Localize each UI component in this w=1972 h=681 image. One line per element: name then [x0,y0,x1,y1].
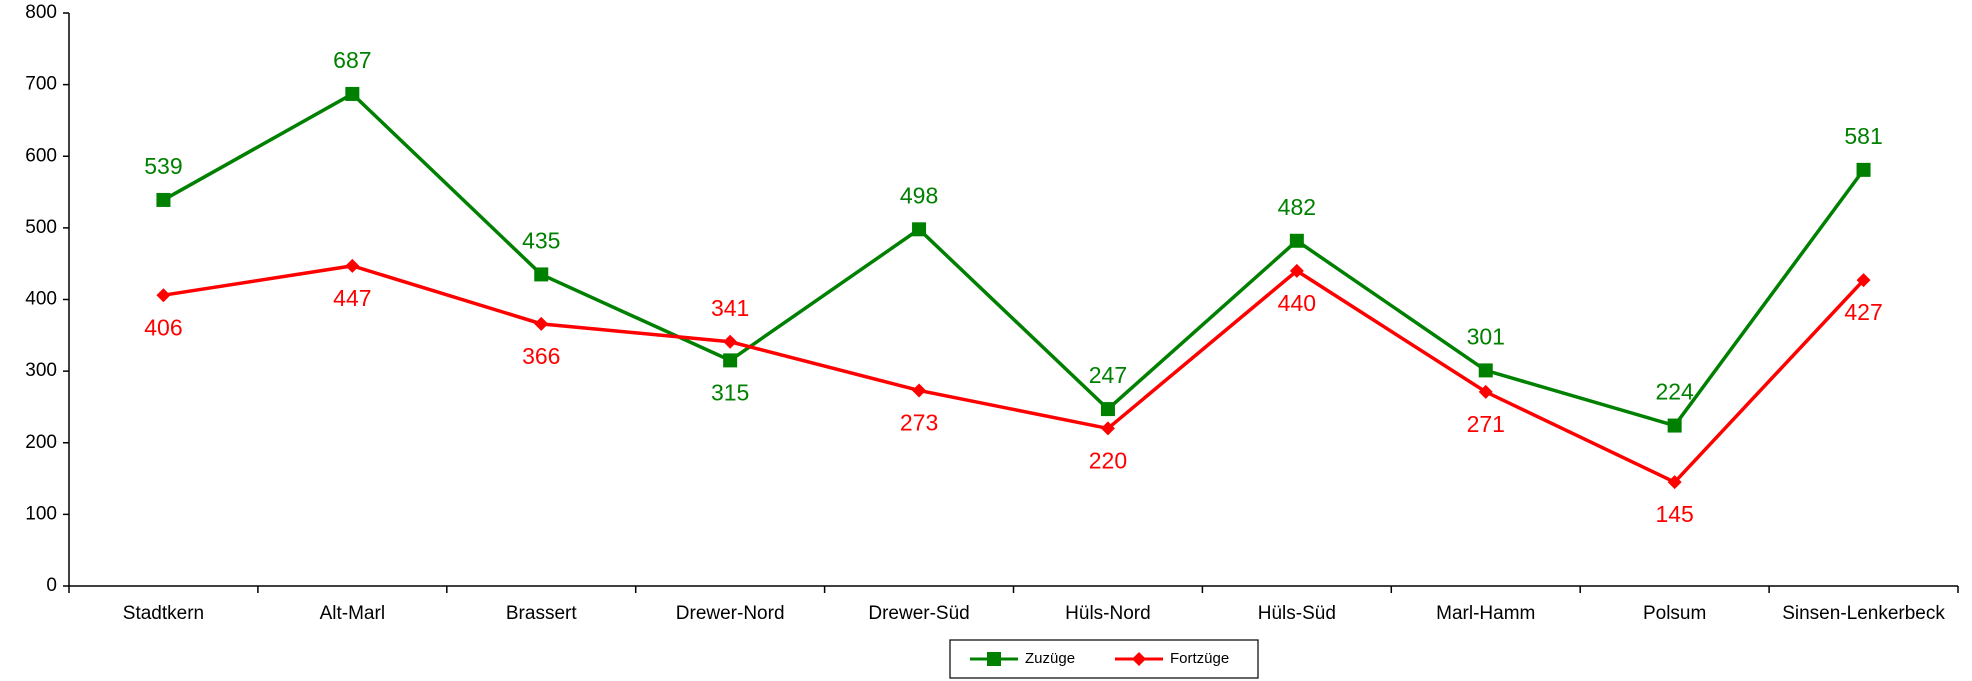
legend: Zuzüge Fortzüge [949,639,1259,679]
data-label: 271 [1467,411,1505,437]
line-series [163,264,1865,485]
legend-label: Zuzüge [1025,650,1075,667]
data-label: 482 [1278,194,1316,220]
data-label: 247 [1089,362,1127,388]
marker [1667,418,1682,433]
marker [912,383,927,398]
data-label: 315 [711,379,749,405]
marker [987,652,1001,666]
marker [1289,233,1304,248]
marker [723,353,738,368]
y-tick-label: 200 [25,432,57,453]
x-tick-label: Alt-Marl [320,603,385,624]
data-label: 145 [1655,501,1693,527]
x-tick-label: Drewer-Süd [868,603,969,624]
marker [1100,421,1115,436]
data-label: 498 [900,182,938,208]
marker [1289,263,1304,278]
y-tick-label: 100 [25,503,57,524]
legend-label: Fortzüge [1170,650,1229,667]
marker [912,222,927,237]
y-tick-label: 800 [25,2,57,23]
x-tick-label: Polsum [1643,603,1706,624]
marker [156,192,171,207]
y-tick-label: 0 [46,575,57,596]
marker [345,258,360,273]
data-label: 366 [522,343,560,369]
marker [1478,363,1493,378]
x-tick-label: Hüls-Nord [1065,603,1151,624]
y-tick-label: 700 [25,74,57,95]
data-label: 687 [333,47,371,73]
x-tick-label: Sinsen-Lenkerbeck [1782,603,1945,624]
data-label: 220 [1089,448,1127,474]
data-label: 406 [144,314,182,340]
marker [534,316,549,331]
data-label: 435 [522,228,560,254]
data-label: 301 [1467,323,1505,349]
data-label: 341 [711,295,749,321]
data-label: 581 [1844,123,1882,149]
marker [1856,273,1871,288]
y-tick-label: 400 [25,289,57,310]
y-tick-label: 300 [25,360,57,381]
data-label: 447 [333,285,371,311]
y-tick-label: 600 [25,145,57,166]
marker [1856,162,1871,177]
marker [534,267,549,282]
y-tick-label: 500 [25,217,57,238]
marker [1132,652,1146,666]
marker [723,334,738,349]
marker [1478,384,1493,399]
x-tick-label: Stadtkern [123,603,204,624]
data-label: 539 [144,153,182,179]
marker [156,288,171,303]
marker [345,86,360,101]
line-series [162,91,1865,428]
data-label: 273 [900,410,938,436]
data-label: 440 [1278,290,1316,316]
x-tick-label: Hüls-Süd [1258,603,1336,624]
x-tick-label: Drewer-Nord [676,603,785,624]
marker [1100,402,1115,417]
x-tick-label: Marl-Hamm [1436,603,1535,624]
data-label: 427 [1844,299,1882,325]
marker [1667,475,1682,490]
x-tick-label: Brassert [506,603,577,624]
data-label: 224 [1655,379,1694,405]
